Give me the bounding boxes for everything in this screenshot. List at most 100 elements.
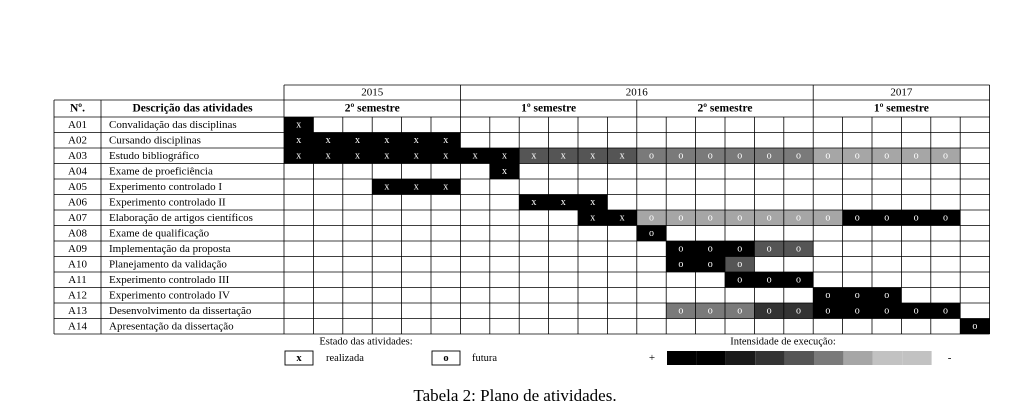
activity-id: A12 xyxy=(68,289,87,301)
gantt-cell-mark: o xyxy=(884,213,889,224)
gantt-cell xyxy=(695,148,725,164)
gantt-cell-mark: o xyxy=(855,290,860,301)
legend-intensity-swatch xyxy=(725,351,756,365)
gantt-cell xyxy=(431,179,461,195)
legend-intensity-swatch xyxy=(784,351,814,365)
gantt-cell-mark: x xyxy=(620,151,625,162)
gantt-cell xyxy=(636,210,667,226)
gantt-cell xyxy=(695,210,725,226)
gantt-cell-mark: o xyxy=(737,151,742,162)
gantt-cell-mark: x xyxy=(443,135,448,146)
gantt-cell xyxy=(783,210,814,226)
gantt-cell-mark: x xyxy=(590,213,595,224)
activity-desc: Implementação da proposta xyxy=(109,243,231,255)
gantt-cell-mark: o xyxy=(943,151,948,162)
activity-desc: Desenvolvimento da dissertação xyxy=(109,305,252,317)
gantt-cell xyxy=(813,210,843,226)
activity-desc: Convalidação das disciplinas xyxy=(109,119,237,131)
gantt-cell-mark: x xyxy=(443,182,448,193)
gantt-cell-mark: o xyxy=(708,259,713,270)
gantt-cell-mark: x xyxy=(561,197,566,208)
gantt-cell-mark: x xyxy=(590,197,595,208)
gantt-cell-mark: o xyxy=(678,151,683,162)
gantt-cell xyxy=(872,210,902,226)
activity-id: A04 xyxy=(68,165,87,177)
gantt-cell-mark: x xyxy=(620,213,625,224)
gantt-cell-mark: x xyxy=(355,151,360,162)
gantt-cell-mark: x xyxy=(414,182,419,193)
gantt-cell-mark: x xyxy=(296,151,301,162)
gantt-cell xyxy=(754,241,784,257)
activity-id: A08 xyxy=(68,227,87,239)
gantt-cell xyxy=(725,210,755,226)
gantt-cell-mark: x xyxy=(502,166,507,177)
gantt-cell xyxy=(901,148,931,164)
gantt-cell xyxy=(548,194,578,210)
semester-label: 2º semestre xyxy=(698,103,753,115)
gantt-cell xyxy=(342,132,373,148)
legend-intensity-title: Intensidade de execução: xyxy=(730,336,836,347)
gantt-cell-mark: o xyxy=(884,290,889,301)
year-label: 2015 xyxy=(361,87,384,99)
gantt-cell xyxy=(284,117,314,133)
gantt-cell-mark: o xyxy=(737,275,742,286)
gantt-cell xyxy=(901,303,931,319)
gantt-cell-mark: x xyxy=(531,197,536,208)
gantt-cell xyxy=(813,303,843,319)
gantt-cell xyxy=(783,148,814,164)
gantt-cell-mark: o xyxy=(708,213,713,224)
gantt-cell xyxy=(813,287,843,303)
gantt-cell-mark: x xyxy=(473,151,478,162)
gantt-cell xyxy=(695,241,725,257)
gantt-cell-mark: x xyxy=(296,120,301,131)
gantt-cell xyxy=(872,303,902,319)
gantt-cell-mark: o xyxy=(678,306,683,317)
gantt-cell xyxy=(842,148,872,164)
gantt-cell xyxy=(548,148,578,164)
gantt-cell xyxy=(872,287,902,303)
gantt-cell xyxy=(783,303,814,319)
gantt-cell xyxy=(489,163,520,179)
semester-label: 2º semestre xyxy=(345,103,400,115)
gantt-cell xyxy=(930,303,961,319)
gantt-cell xyxy=(666,241,696,257)
legend-done-symbol: x xyxy=(296,353,302,364)
gantt-cell-mark: x xyxy=(296,135,301,146)
activity-desc: Exame de qualificação xyxy=(109,227,210,239)
gantt-cell xyxy=(695,256,725,272)
legend-intensity-swatch xyxy=(667,351,697,365)
gantt-cell-mark: o xyxy=(972,321,977,332)
gantt-cell xyxy=(960,318,990,334)
gantt-cell-mark: o xyxy=(737,259,742,270)
gantt-cell-mark: o xyxy=(767,213,772,224)
gantt-cell xyxy=(636,148,667,164)
gantt-cell xyxy=(754,148,784,164)
activity-id: A10 xyxy=(68,258,87,270)
gantt-cell xyxy=(372,148,402,164)
gantt-cell-mark: o xyxy=(855,151,860,162)
gantt-cell-mark: o xyxy=(678,244,683,255)
activity-desc: Experimento controlado I xyxy=(109,181,222,193)
gantt-cell xyxy=(401,179,431,195)
gantt-cell-mark: o xyxy=(678,213,683,224)
legend-intensity-swatch xyxy=(814,351,844,365)
legend-future-label: futura xyxy=(472,353,497,364)
activity-id: A07 xyxy=(68,212,87,224)
activity-desc: Experimento controlado II xyxy=(109,196,226,208)
gantt-cell-mark: o xyxy=(767,306,772,317)
gantt-cell-mark: o xyxy=(825,290,830,301)
activity-id: A03 xyxy=(68,150,87,162)
gantt-cell-mark: x xyxy=(326,135,331,146)
gantt-cell-mark: o xyxy=(914,151,919,162)
gantt-cell xyxy=(754,303,784,319)
gantt-cell-mark: o xyxy=(914,213,919,224)
gantt-cell xyxy=(401,132,431,148)
activity-plan-table: xx x x x x xx x x x x x x x x x x x o o o o o o o o o o oxx x xx x xx x o… xyxy=(53,84,990,366)
legend-intensity-swatch xyxy=(902,351,932,365)
gantt-cell xyxy=(607,148,637,164)
gantt-cell xyxy=(842,303,872,319)
gantt-cell-mark: o xyxy=(649,151,654,162)
legend-intensity-swatch xyxy=(843,351,873,365)
gantt-cell xyxy=(460,148,490,164)
gantt-cell xyxy=(930,210,961,226)
